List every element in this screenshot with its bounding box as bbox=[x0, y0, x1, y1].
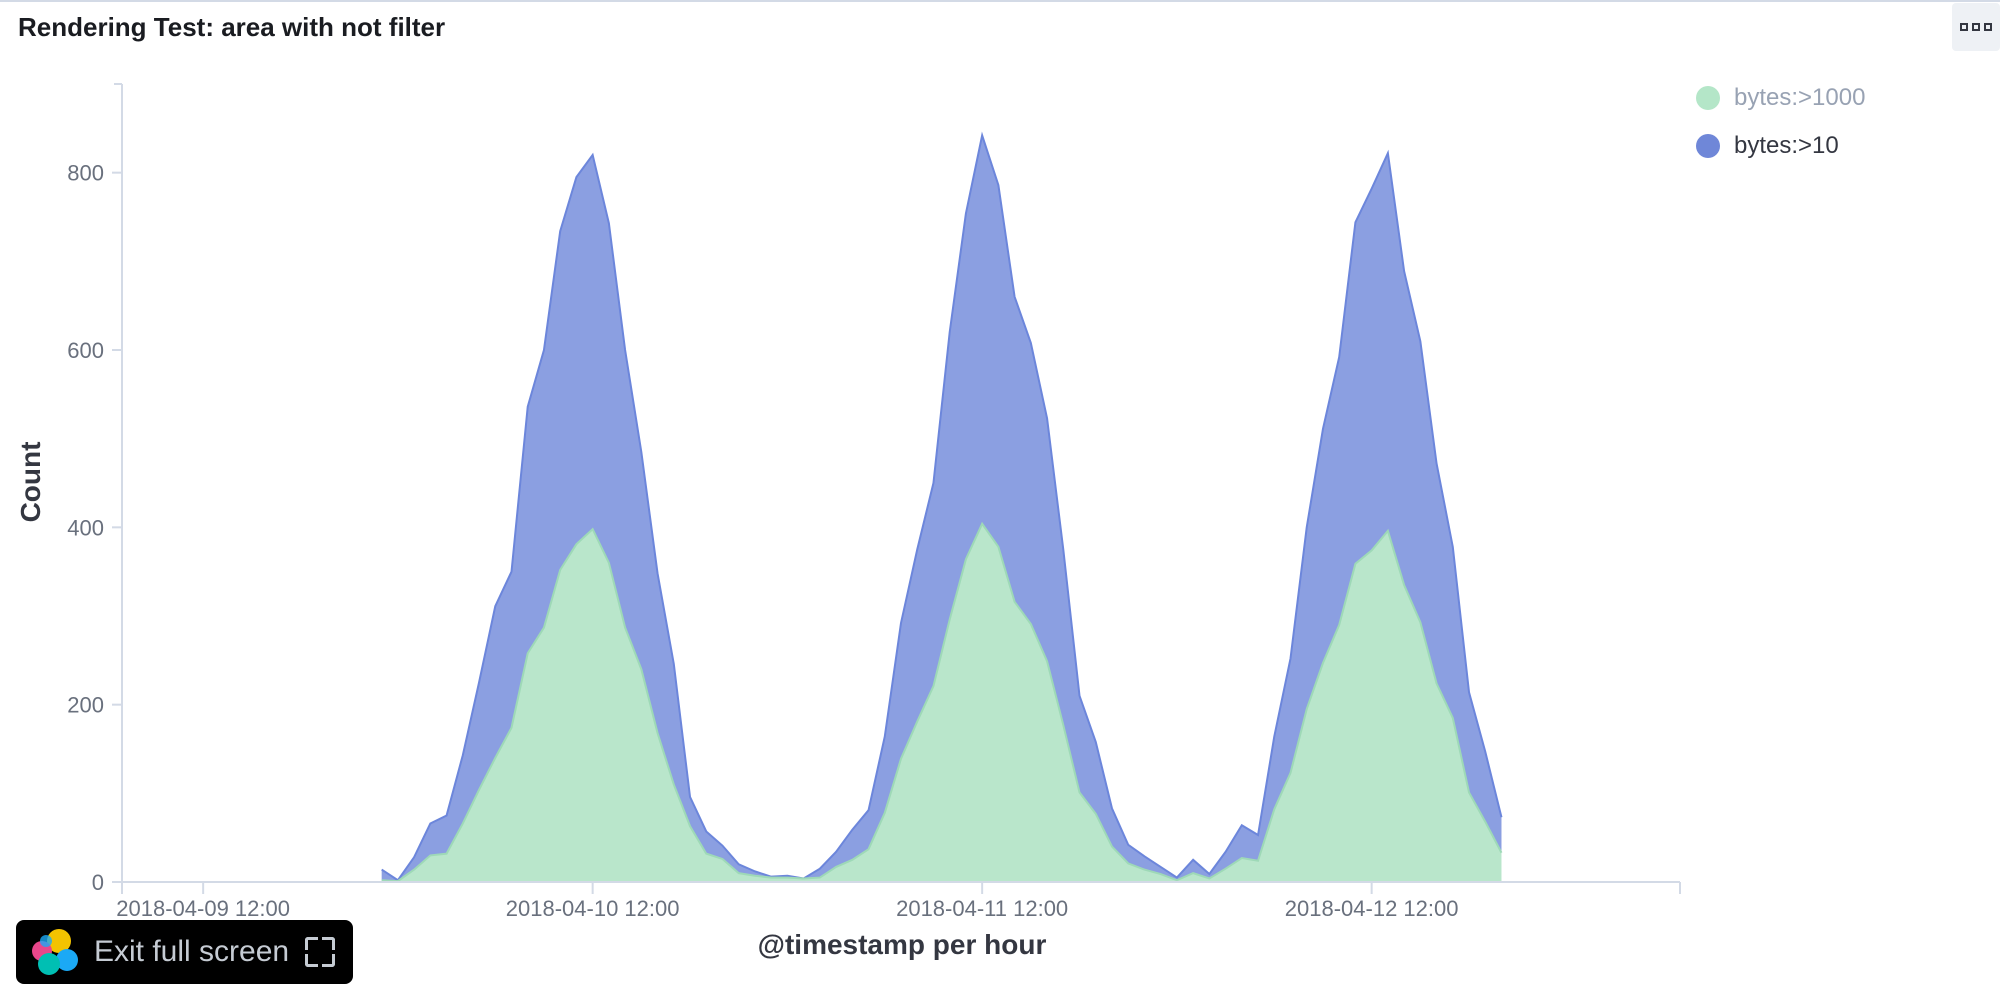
y-tick-label: 200 bbox=[67, 693, 104, 718]
x-tick-label: 2018-04-09 12:00 bbox=[116, 896, 290, 921]
legend-label: bytes:>1000 bbox=[1734, 84, 1866, 111]
legend-item-bytes-10[interactable]: bytes:>10 bbox=[1696, 122, 1976, 170]
y-tick-label: 600 bbox=[67, 338, 104, 363]
exit-fullscreen-label: Exit full screen bbox=[94, 935, 290, 968]
ellipsis-icon bbox=[1960, 23, 1968, 31]
y-tick-label: 0 bbox=[92, 870, 104, 895]
legend-dot-icon bbox=[1696, 134, 1720, 158]
chart-ticks: 0 200 400 600 800 2018-04-09 12:00 2018-04-10 … bbox=[67, 161, 1458, 921]
y-tick-label: 400 bbox=[67, 515, 104, 540]
panel-options-button[interactable] bbox=[1952, 3, 2000, 51]
area-series-bytes-1000 bbox=[381, 523, 1502, 882]
panel-top-border bbox=[0, 0, 2000, 2]
area-series-bytes-10 bbox=[381, 135, 1502, 882]
line-series-bytes-1000 bbox=[381, 521, 1503, 883]
y-axis-label: Count bbox=[15, 442, 46, 523]
ellipsis-icon bbox=[1984, 23, 1992, 31]
panel-title: Rendering Test: area with not filter bbox=[18, 12, 446, 42]
x-tick-label: 2018-04-12 12:00 bbox=[1285, 896, 1459, 921]
chart-areas bbox=[381, 131, 1503, 883]
elastic-logo-icon bbox=[30, 927, 80, 977]
chart-axes bbox=[114, 83, 1681, 894]
legend-label: bytes:>10 bbox=[1734, 132, 1839, 159]
legend-item-bytes-1000[interactable]: bytes:>1000 bbox=[1696, 74, 1976, 122]
legend-dot-icon bbox=[1696, 86, 1720, 110]
ellipsis-icon bbox=[1972, 23, 1980, 31]
chart-legend: bytes:>1000 bytes:>10 bbox=[1696, 74, 1976, 170]
y-tick-label: 800 bbox=[67, 161, 104, 186]
exit-fullscreen-button[interactable]: Exit full screen bbox=[16, 920, 353, 984]
x-tick-label: 2018-04-10 12:00 bbox=[506, 896, 680, 921]
exit-fullscreen-icon bbox=[305, 937, 336, 967]
x-axis-label: @timestamp per hour bbox=[758, 929, 1047, 960]
x-tick-label: 2018-04-11 12:00 bbox=[896, 896, 1068, 921]
line-series-bytes-10 bbox=[381, 131, 1503, 882]
